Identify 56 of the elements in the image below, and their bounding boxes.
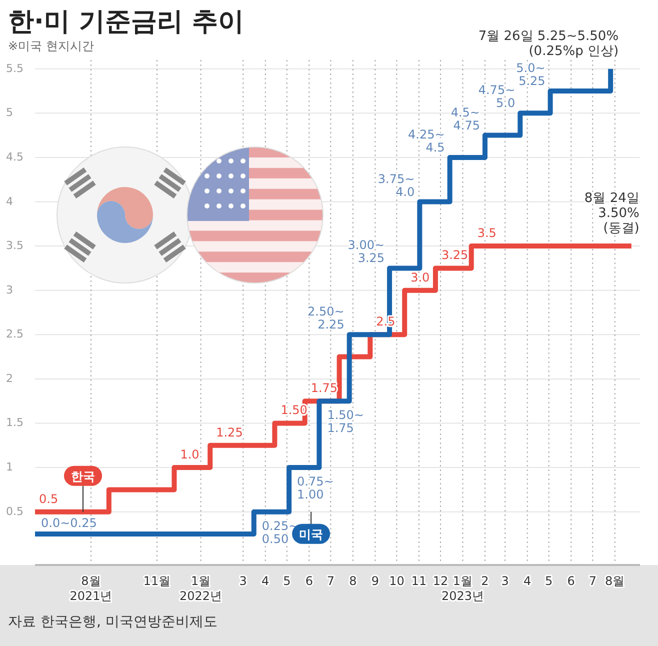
x-tick-label: 8월 — [605, 574, 625, 588]
data-label: 4.25~ 4.5 — [408, 127, 445, 154]
y-tick-label: 1 — [6, 460, 13, 474]
y-tick-label: 0.5 — [6, 504, 24, 518]
data-label: 3.0 — [410, 270, 430, 284]
x-tick-label: 12 — [432, 574, 448, 588]
x-tick-label: 8 — [349, 574, 357, 588]
x-tick-label: 10 — [389, 574, 404, 588]
x-tick-label: 3 — [501, 574, 509, 588]
data-label: 0.25~ 0.50 — [262, 518, 299, 546]
x-tick-label: 5 — [545, 574, 553, 588]
x-tick-label: 4 — [524, 574, 532, 588]
text: 자료 한국은행, 미국연방준비제도 — [8, 614, 218, 630]
x-tick-label: 7 — [588, 574, 596, 588]
data-label: 5.0~ 5.25 — [516, 61, 546, 88]
data-label: 4.5~ 4.75 — [450, 105, 480, 132]
x-tick-label: 4 — [262, 574, 270, 588]
y-tick-label: 4 — [6, 194, 13, 208]
data-label: 1.0 — [180, 448, 200, 462]
x-tick-label: 1월 2022년 — [180, 574, 222, 603]
data-label: 0.0~0.25 — [41, 516, 97, 530]
data-label: 3.5 — [477, 226, 496, 240]
data-label: 4.75~ 5.0 — [478, 83, 516, 110]
y-tick-label: 2 — [6, 372, 13, 385]
chart-title: 한·미 기준금리 추이 — [8, 7, 244, 37]
data-label: 1.75 — [310, 381, 338, 396]
y-tick-label: 4.5 — [6, 150, 24, 164]
y-tick-label: 2.5 — [6, 328, 24, 341]
data-label: 1.25 — [216, 425, 243, 440]
annotation: 8월 24일 3.50% (동결) — [584, 191, 640, 236]
x-tick-label: 3 — [239, 574, 247, 588]
data-label: 3.25 — [441, 248, 468, 262]
x-tick-label: 11 — [411, 574, 427, 588]
x-tick-label: 6 — [567, 574, 575, 588]
chart-subtitle: ※미국 현지시간 — [8, 39, 94, 53]
y-tick-label: 3.5 — [6, 239, 24, 252]
x-tick-label: 9 — [371, 574, 379, 588]
annotation: 7월 26일 5.25~5.50% (0.25%p 인상) — [478, 28, 619, 59]
series-label: 한국 — [71, 469, 95, 484]
x-tick-label: 5 — [283, 574, 291, 588]
x-tick-label: 7 — [326, 574, 334, 588]
y-tick-label: 3 — [6, 283, 13, 296]
y-tick-label: 5 — [6, 106, 13, 120]
y-tick-label: 1.5 — [6, 416, 24, 430]
x-tick-label: 2 — [481, 574, 489, 588]
x-tick-label: 11월 — [143, 574, 171, 588]
data-label: 1.50~ 1.75 — [327, 408, 364, 436]
data-label: 0.75~ 1.00 — [297, 474, 334, 502]
x-tick-label: 8월 2021년 — [70, 574, 112, 603]
series-label: 미국 — [299, 527, 324, 542]
data-label: 3.00~ 3.25 — [348, 238, 385, 266]
x-tick-label: 6 — [305, 574, 313, 588]
data-label: 0.5 — [39, 492, 58, 506]
data-label: 2.50~ 2.25 — [308, 304, 344, 332]
data-label: 3.75~ 4.0 — [378, 172, 415, 199]
y-tick-label: 5.5 — [6, 62, 24, 75]
